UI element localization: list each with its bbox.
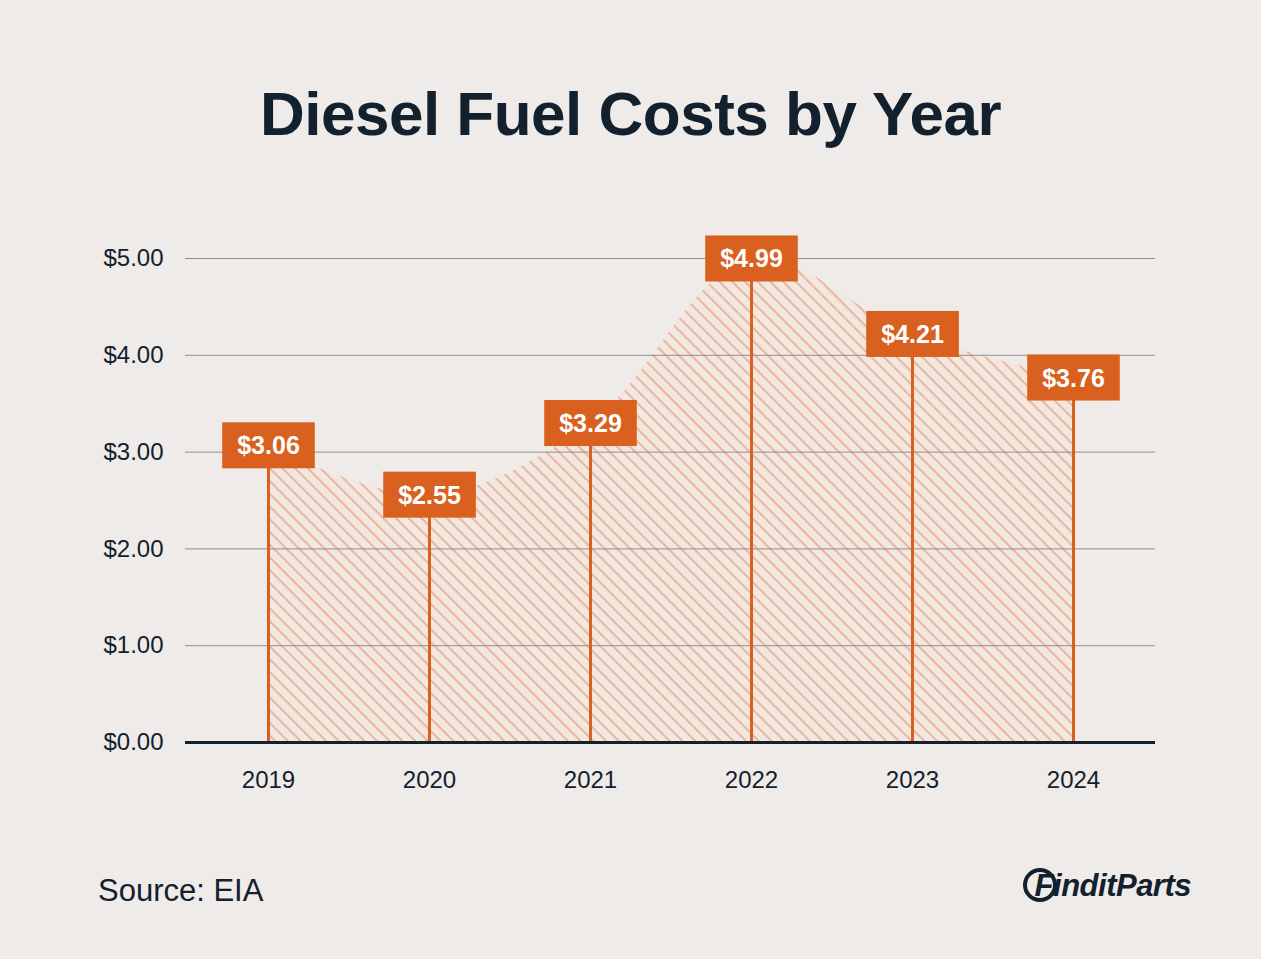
svg-text:2024: 2024 — [1047, 766, 1100, 793]
svg-text:$3.76: $3.76 — [1042, 364, 1105, 392]
svg-text:$2.00: $2.00 — [103, 535, 163, 562]
svg-text:$4.21: $4.21 — [881, 320, 944, 348]
svg-text:$3.00: $3.00 — [103, 438, 163, 465]
svg-text:2022: 2022 — [725, 766, 778, 793]
svg-text:$5.00: $5.00 — [103, 244, 163, 271]
svg-text:2021: 2021 — [564, 766, 617, 793]
html-text:Diesel Fuel Costs by Year: Diesel Fuel Costs by Year — [260, 79, 1001, 148]
svg-text:$4.00: $4.00 — [103, 341, 163, 368]
svg-text:2023: 2023 — [886, 766, 939, 793]
svg-text:$3.06: $3.06 — [237, 431, 300, 459]
svg-text:2019: 2019 — [242, 766, 295, 793]
svg-text:$1.00: $1.00 — [103, 631, 163, 658]
svg-text:$4.99: $4.99 — [720, 244, 783, 272]
html-text:FinditParts: FinditParts — [1034, 868, 1191, 903]
svg-text:$2.55: $2.55 — [398, 481, 461, 509]
svg-text:$0.00: $0.00 — [103, 728, 163, 755]
svg-text:2020: 2020 — [403, 766, 456, 793]
html-text:Source: EIA: Source: EIA — [98, 873, 264, 908]
svg-text:$3.29: $3.29 — [559, 409, 622, 437]
